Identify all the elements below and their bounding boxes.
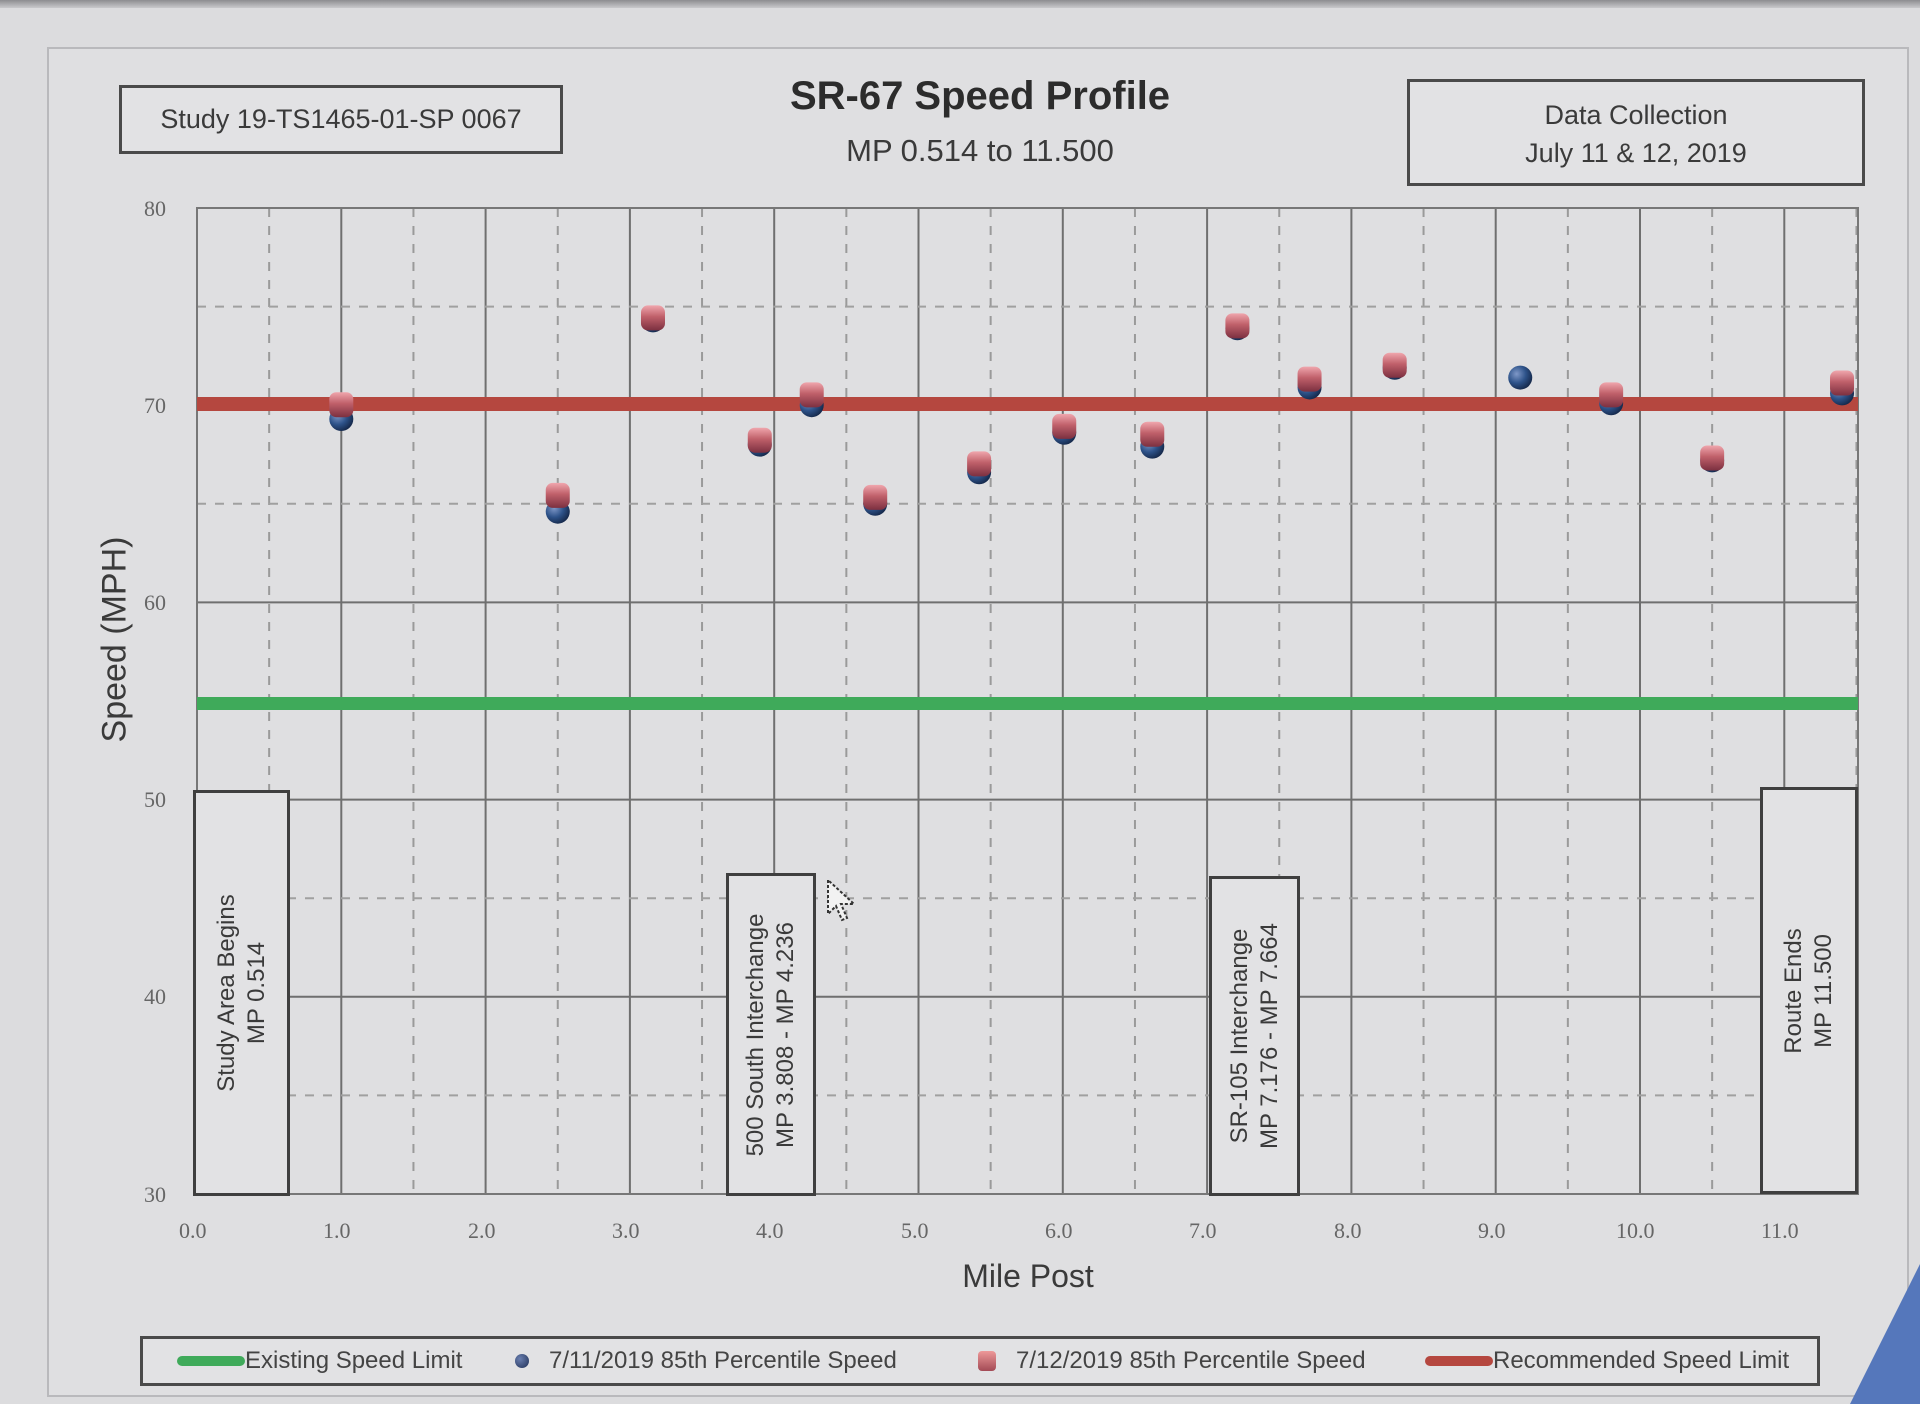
data-point-day2 — [1830, 370, 1855, 396]
red-square-icon — [978, 1351, 996, 1371]
legend-label: 7/12/2019 85th Percentile Speed — [1016, 1347, 1366, 1374]
data-point-day2 — [747, 427, 772, 453]
annotation-line1: 500 South Interchange — [742, 913, 769, 1156]
annotation-line1: Study Area Begins — [212, 894, 240, 1092]
data-point-day2 — [329, 392, 354, 418]
green-line-icon — [177, 1356, 245, 1366]
data-point-day2 — [1052, 413, 1077, 439]
study-id-box: Study 19-TS1465-01-SP 0067 — [119, 85, 563, 154]
data-point-day1 — [1508, 365, 1533, 390]
slide-corner-accent — [1850, 1264, 1920, 1404]
existing-speed-limit-line — [197, 697, 1858, 710]
data-collection-box: Data Collection July 11 & 12, 2019 — [1407, 79, 1865, 186]
data-point-day2 — [967, 451, 992, 477]
legend-existing: Existing Speed Limit — [177, 1347, 462, 1375]
ytick: 80 — [144, 196, 166, 221]
chart-subtitle: MP 0.514 to 11.500 — [846, 133, 1114, 168]
xtick: 6.0 — [1045, 1218, 1073, 1243]
data-point-day2 — [1700, 445, 1725, 471]
annotation-500-south-interchange: 500 South Interchange MP 3.808 - MP 4.23… — [726, 873, 816, 1196]
data-point-day2 — [1297, 366, 1322, 392]
study-id-text: Study 19-TS1465-01-SP 0067 — [160, 104, 522, 134]
legend-label: 7/11/2019 85th Percentile Speed — [549, 1347, 897, 1374]
data-point-day2 — [1382, 352, 1407, 378]
legend-day1: 7/11/2019 85th Percentile Speed — [515, 1347, 897, 1375]
ytick: 70 — [144, 393, 166, 418]
annotation-line1: Route Ends — [1780, 927, 1807, 1054]
annotation-line2: MP 0.514 — [242, 941, 270, 1045]
chart-frame — [47, 47, 1909, 1397]
data-point-day2 — [1599, 382, 1624, 408]
data-point-day2 — [640, 305, 665, 331]
blue-dot-icon — [515, 1354, 529, 1368]
xtick: 2.0 — [468, 1218, 496, 1243]
annotation-study-area-begins: Study Area Begins MP 0.514 — [193, 790, 290, 1196]
data-point-day2 — [799, 382, 824, 408]
data-point-day2 — [1225, 313, 1250, 339]
red-line-icon — [1425, 1356, 1493, 1366]
legend-label: Existing Speed Limit — [245, 1347, 463, 1374]
ytick: 60 — [144, 590, 166, 615]
ytick: 40 — [144, 984, 166, 1009]
data-collection-label: Data Collection — [1544, 100, 1728, 130]
xtick: 0.0 — [179, 1218, 207, 1243]
xtick: 7.0 — [1189, 1218, 1217, 1243]
chart-legend: Existing Speed Limit 7/11/2019 85th Perc… — [140, 1336, 1820, 1386]
xtick: 8.0 — [1334, 1218, 1362, 1243]
annotation-line2: MP 7.176 - MP 7.664 — [1255, 923, 1283, 1149]
xtick: 3.0 — [612, 1218, 640, 1243]
legend-day2: 7/12/2019 85th Percentile Speed — [978, 1347, 1366, 1375]
xtick: 11.0 — [1761, 1218, 1799, 1243]
window-top-edge — [0, 0, 1920, 8]
annotation-sr105-interchange: SR-105 Interchange MP 7.176 - MP 7.664 — [1209, 876, 1300, 1196]
data-point-day2 — [863, 484, 888, 510]
x-axis-label: Mile Post — [962, 1258, 1094, 1294]
legend-recommended: Recommended Speed Limit — [1425, 1347, 1789, 1375]
y-axis-label: Speed (MPH) — [95, 536, 134, 743]
data-point-day2 — [1140, 421, 1165, 447]
xtick: 10.0 — [1616, 1218, 1655, 1243]
xtick: 1.0 — [323, 1218, 351, 1243]
annotation-route-ends: Route Ends MP 11.500 — [1760, 787, 1858, 1194]
ytick: 50 — [144, 787, 166, 812]
series-day2-points — [329, 305, 1855, 510]
xtick: 4.0 — [756, 1218, 784, 1243]
legend-label: Recommended Speed Limit — [1493, 1347, 1790, 1374]
data-collection-dates: July 11 & 12, 2019 — [1525, 138, 1747, 168]
ytick: 30 — [144, 1182, 166, 1207]
annotation-line2: MP 3.808 - MP 4.236 — [772, 921, 799, 1148]
mouse-cursor-icon — [827, 878, 857, 922]
xtick: 9.0 — [1478, 1218, 1506, 1243]
annotation-line2: MP 11.500 — [1810, 933, 1837, 1048]
recommended-speed-limit-line — [197, 397, 1858, 411]
xtick: 5.0 — [901, 1218, 929, 1243]
data-point-day2 — [545, 482, 570, 508]
annotation-line1: SR-105 Interchange — [1225, 928, 1253, 1144]
y-axis-label-wrap: Speed (MPH) — [75, 537, 155, 743]
chart-title: SR-67 Speed Profile — [789, 74, 1171, 118]
